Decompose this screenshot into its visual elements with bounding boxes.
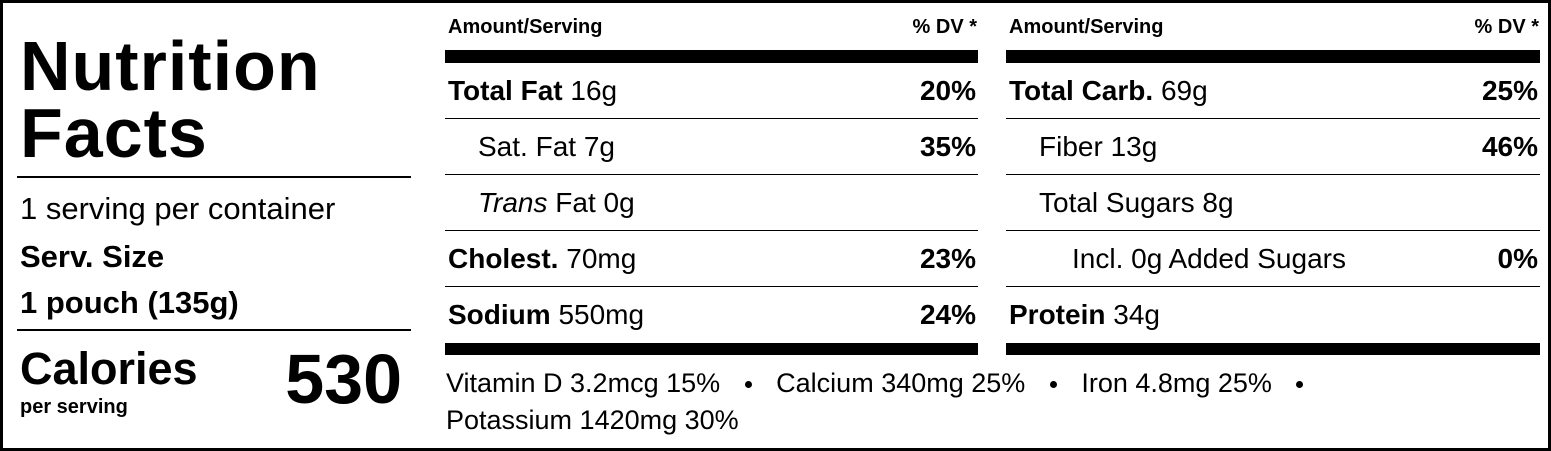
nutrient-row: Cholest. 70mg 23% [448, 231, 976, 287]
row-text: Fiber 13g [1009, 131, 1157, 162]
nutrient-dv: 35% [919, 131, 976, 162]
micronutrient: Potassium 1420mg 30% [446, 405, 739, 435]
nutrient-name: Fat [555, 187, 596, 218]
nutrient-row: Sat. Fat 7g 35% [448, 119, 976, 175]
nutrient-dv: 46% [1481, 131, 1538, 162]
separator-dot [1049, 381, 1057, 389]
row-text: Incl. 0g Added Sugars [1009, 243, 1346, 274]
nutrient-amount: 550mg [558, 299, 645, 330]
thick-bar [1006, 50, 1540, 63]
nutrient-row: Total Fat 16g 20% [448, 63, 976, 119]
row-text: Total Fat 16g [448, 75, 617, 106]
row-text: Trans Fat 0g [448, 187, 635, 218]
nutrient-dv: 0% [1497, 243, 1538, 274]
row-text: Protein 34g [1009, 299, 1160, 330]
row-divider [1006, 230, 1540, 231]
divider [17, 176, 411, 178]
thick-bar [445, 343, 978, 355]
serving-size: 1 pouch (135g) [20, 285, 239, 320]
title: Facts [20, 94, 208, 172]
nutrient-amount: 13g [1110, 131, 1158, 162]
nutrient-row: Trans Fat 0g [448, 175, 976, 231]
separator-dot [744, 381, 752, 389]
row-divider [1006, 118, 1540, 119]
nutrient-name: Cholest. [448, 243, 559, 274]
serving-size-label: Serv. Size [20, 239, 165, 274]
servings: 1 serving per container [20, 191, 336, 226]
row-divider [445, 174, 978, 175]
calories: 530 [285, 340, 402, 418]
header-dv: % DV * [1474, 16, 1539, 38]
nutrient-dv: 20% [919, 75, 976, 106]
title: Nutrition [20, 27, 321, 105]
nutrient-row: Incl. 0g Added Sugars 0% [1009, 231, 1538, 287]
calories-sub: per serving [20, 396, 128, 418]
nutrient-name: Total Fat [448, 75, 563, 106]
thick-bar [445, 50, 978, 63]
row-text: Total Sugars 8g [1009, 187, 1234, 218]
nutrient-row: Total Carb. 69g 25% [1009, 63, 1538, 119]
nutrient-dv: 25% [1481, 75, 1538, 106]
row-text: Total Carb. 69g [1009, 75, 1208, 106]
row-text: Cholest. 70mg [448, 243, 636, 274]
nutrient-amount: 7g [583, 131, 615, 162]
micronutrient: Vitamin D 3.2mcg 15% [446, 368, 721, 398]
nutrient-amount: 0g [603, 187, 635, 218]
nutrient-amount: 16g [570, 75, 618, 106]
micronutrient: Iron 4.8mg 25% [1081, 368, 1272, 398]
row-divider [445, 286, 978, 287]
divider [17, 329, 411, 331]
nutrient-amount: 69g [1160, 75, 1208, 106]
row-divider [445, 118, 978, 119]
header-amount: Amount/Serving [1009, 16, 1164, 38]
nutrient-name: Incl. 0g Added Sugars [1072, 243, 1346, 274]
nutrient-name: Fiber [1039, 131, 1103, 162]
row-divider [1006, 174, 1540, 175]
micronutrients: Vitamin D 3.2mcg 15% Calcium 340mg 25% I… [446, 365, 1506, 439]
separator-dot [1296, 381, 1304, 389]
nutrient-name: Sodium [448, 299, 551, 330]
micronutrient: Calcium 340mg 25% [776, 368, 1026, 398]
nutrient-dv: 23% [919, 243, 976, 274]
nutrient-name: Sat. Fat [478, 131, 577, 162]
row-divider [1006, 286, 1540, 287]
nutrient-amount: 70mg [566, 243, 637, 274]
row-text: Sat. Fat 7g [448, 131, 615, 162]
calories-label: Calories [20, 343, 198, 394]
header-amount: Amount/Serving [448, 16, 603, 38]
nutrient-name: Protein [1009, 299, 1106, 330]
header-dv: % DV * [912, 16, 977, 38]
row-text: Sodium 550mg [448, 299, 644, 330]
nutrient-prefix: Trans [478, 187, 548, 218]
nutrient-row: Sodium 550mg 24% [448, 287, 976, 343]
nutrient-amount: 34g [1113, 299, 1160, 330]
thick-bar [1006, 343, 1540, 355]
nutrient-name: Total Carb. [1009, 75, 1154, 106]
row-divider [445, 230, 978, 231]
nutrient-row: Protein 34g [1009, 287, 1538, 343]
nutrient-dv: 24% [919, 299, 976, 330]
nutrient-amount: 8g [1202, 187, 1234, 218]
nutrient-row: Fiber 13g 46% [1009, 119, 1538, 175]
nutrient-name: Total Sugars [1039, 187, 1195, 218]
nutrient-row: Total Sugars 8g [1009, 175, 1538, 231]
